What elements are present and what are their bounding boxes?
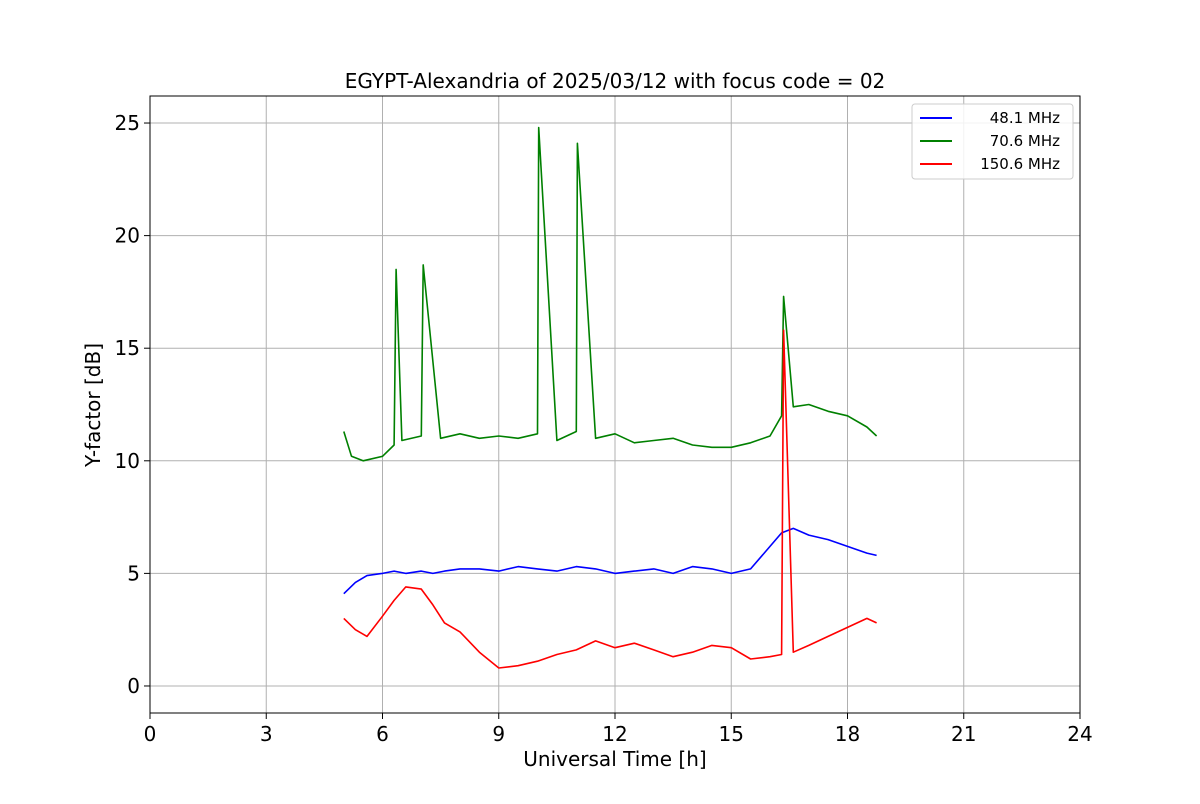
x-tick-label: 0: [144, 722, 157, 746]
x-tick-label: 24: [1067, 722, 1092, 746]
legend-label: 70.6 MHz: [990, 132, 1060, 150]
series-line-70-6-mhz: [343, 126, 878, 462]
x-tick-label: 12: [602, 722, 627, 746]
x-tick-label: 18: [835, 722, 860, 746]
axis-ticks: 0 3 6 9 12 15 18 21 24 0 5 10 15 20 25: [115, 111, 1093, 746]
series-line-48-1-mhz: [343, 527, 877, 595]
y-axis-label: Y-factor [dB]: [81, 343, 105, 468]
x-axis-label: Universal Time [h]: [523, 747, 706, 771]
legend-label: 150.6 MHz: [980, 155, 1060, 173]
x-tick-label: 9: [492, 722, 505, 746]
legend-label: 48.1 MHz: [990, 109, 1060, 127]
y-tick-label: 25: [115, 111, 140, 135]
x-tick-label: 6: [376, 722, 389, 746]
y-tick-label: 5: [127, 561, 140, 585]
chart-title: EGYPT-Alexandria of 2025/03/12 with focu…: [345, 69, 886, 93]
y-tick-label: 10: [115, 449, 140, 473]
grid-lines: [149, 96, 1081, 713]
x-tick-label: 21: [951, 722, 976, 746]
y-tick-label: 20: [115, 224, 140, 248]
series-line-150-6-mhz: [343, 329, 877, 669]
y-tick-label: 0: [127, 674, 140, 698]
legend: 48.1 MHz 70.6 MHz 150.6 MHz: [911, 103, 1074, 180]
x-tick-label: 15: [719, 722, 744, 746]
x-tick-label: 3: [260, 722, 273, 746]
y-tick-label: 15: [115, 336, 140, 360]
legend-box: [911, 103, 1074, 180]
series-layer: [343, 126, 878, 669]
